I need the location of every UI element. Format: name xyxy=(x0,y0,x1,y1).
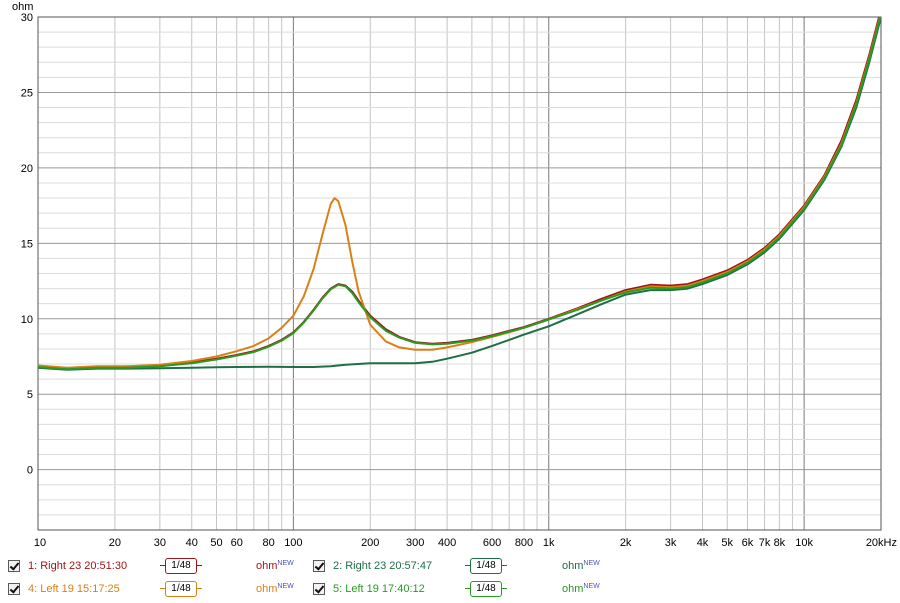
x-tick-label: 6k xyxy=(742,537,754,549)
smoothing-value-1: 1/48 xyxy=(171,560,191,571)
unit-text-1: ohm xyxy=(256,560,278,572)
chart-grid xyxy=(37,16,882,531)
unit-text-2: ohm xyxy=(562,560,584,572)
unit-label-4[interactable]: ohmNEW xyxy=(256,583,294,595)
smoothing-button-2[interactable]: 1/48 xyxy=(465,558,507,574)
y-tick-label: 20 xyxy=(21,163,33,175)
y-tick-label: 15 xyxy=(21,238,33,250)
legend-entry-4: 4: Left 19 15:17:25 1/48 ohmNEW xyxy=(8,581,308,601)
x-tick-label: 50 xyxy=(210,537,222,549)
y-tick-label: 5 xyxy=(27,389,33,401)
legend-checkbox-1[interactable] xyxy=(8,560,20,572)
y-tick-label: 10 xyxy=(21,314,33,326)
legend-label-5: 5: Left 19 17:40:12 xyxy=(333,583,425,595)
legend-checkbox-4[interactable] xyxy=(8,583,20,595)
series-line-4 xyxy=(38,17,881,371)
smoothing-button-5[interactable]: 1/48 xyxy=(465,581,507,597)
legend: 1: Right 23 20:51:30 1/48 ohmNEW 2: Righ… xyxy=(0,552,900,603)
unit-label-1[interactable]: ohmNEW xyxy=(256,560,294,572)
x-tick-label: 8k xyxy=(774,537,786,549)
unit-text-5: ohm xyxy=(562,583,584,595)
x-tick-label: 20kHz xyxy=(866,537,897,549)
legend-entry-1: 1: Right 23 20:51:30 1/48 ohmNEW xyxy=(8,558,308,578)
legend-checkbox-2[interactable] xyxy=(313,560,325,572)
y-axis-label: ohm xyxy=(12,1,33,13)
unit-label-2[interactable]: ohmNEW xyxy=(562,560,600,572)
unit-badge-5: NEW xyxy=(583,583,600,590)
legend-label-2: 2: Right 23 20:57:47 xyxy=(333,560,433,572)
chart-curves xyxy=(38,17,881,371)
y-tick-label: 0 xyxy=(27,465,33,477)
x-tick-label: 300 xyxy=(406,537,424,549)
legend-label-4: 4: Left 19 15:17:25 xyxy=(28,583,120,595)
x-tick-label: 80 xyxy=(263,537,275,549)
x-tick-label: 200 xyxy=(361,537,379,549)
legend-entry-2: 2: Right 23 20:57:47 1/48 ohmNEW xyxy=(313,558,613,578)
legend-checkbox-5[interactable] xyxy=(313,583,325,595)
x-tick-label: 3k xyxy=(665,537,677,549)
x-tick-label: 4k xyxy=(697,537,709,549)
x-tick-label: 20 xyxy=(109,537,121,549)
x-tick-label: 800 xyxy=(515,537,533,549)
x-tick-label: 1k xyxy=(543,537,555,549)
y-tick-label: 25 xyxy=(21,87,33,99)
legend-label-1: 1: Right 23 20:51:30 xyxy=(28,560,128,572)
smoothing-button-4[interactable]: 1/48 xyxy=(160,581,202,597)
smoothing-value-4: 1/48 xyxy=(171,583,191,594)
x-tick-label: 2k xyxy=(620,537,632,549)
unit-badge-1: NEW xyxy=(277,560,294,567)
x-tick-label: 100 xyxy=(284,537,302,549)
x-tick-label: 7k xyxy=(759,537,771,549)
series-line-2 xyxy=(38,17,881,371)
y-tick-label: 30 xyxy=(21,12,33,24)
impedance-chart: 0 5 10 15 20 25 30 10 20 30 40 50 60 80 100 200 300 400 60… xyxy=(12,1,897,549)
smoothing-value-2: 1/48 xyxy=(476,560,496,571)
x-tick-label: 5k xyxy=(721,537,733,549)
unit-label-5[interactable]: ohmNEW xyxy=(562,583,600,595)
smoothing-value-5: 1/48 xyxy=(476,583,496,594)
plot-frame xyxy=(37,16,882,531)
chart-tick-labels: 0 5 10 15 20 25 30 10 20 30 40 50 60 80 100 200 300 400 60… xyxy=(21,12,897,549)
legend-entry-5: 5: Left 19 17:40:12 1/48 ohmNEW xyxy=(313,581,613,601)
x-tick-label: 400 xyxy=(438,537,456,549)
x-tick-label: 30 xyxy=(154,537,166,549)
x-tick-label: 60 xyxy=(231,537,243,549)
x-tick-label: 40 xyxy=(186,537,198,549)
unit-badge-4: NEW xyxy=(277,583,294,590)
x-tick-label: 10k xyxy=(795,537,813,549)
x-tick-label: 600 xyxy=(483,537,501,549)
unit-badge-2: NEW xyxy=(583,560,600,567)
x-tick-label: 10 xyxy=(34,537,46,549)
unit-text-4: ohm xyxy=(256,583,278,595)
smoothing-button-1[interactable]: 1/48 xyxy=(160,558,202,574)
series-line-3 xyxy=(38,17,881,369)
